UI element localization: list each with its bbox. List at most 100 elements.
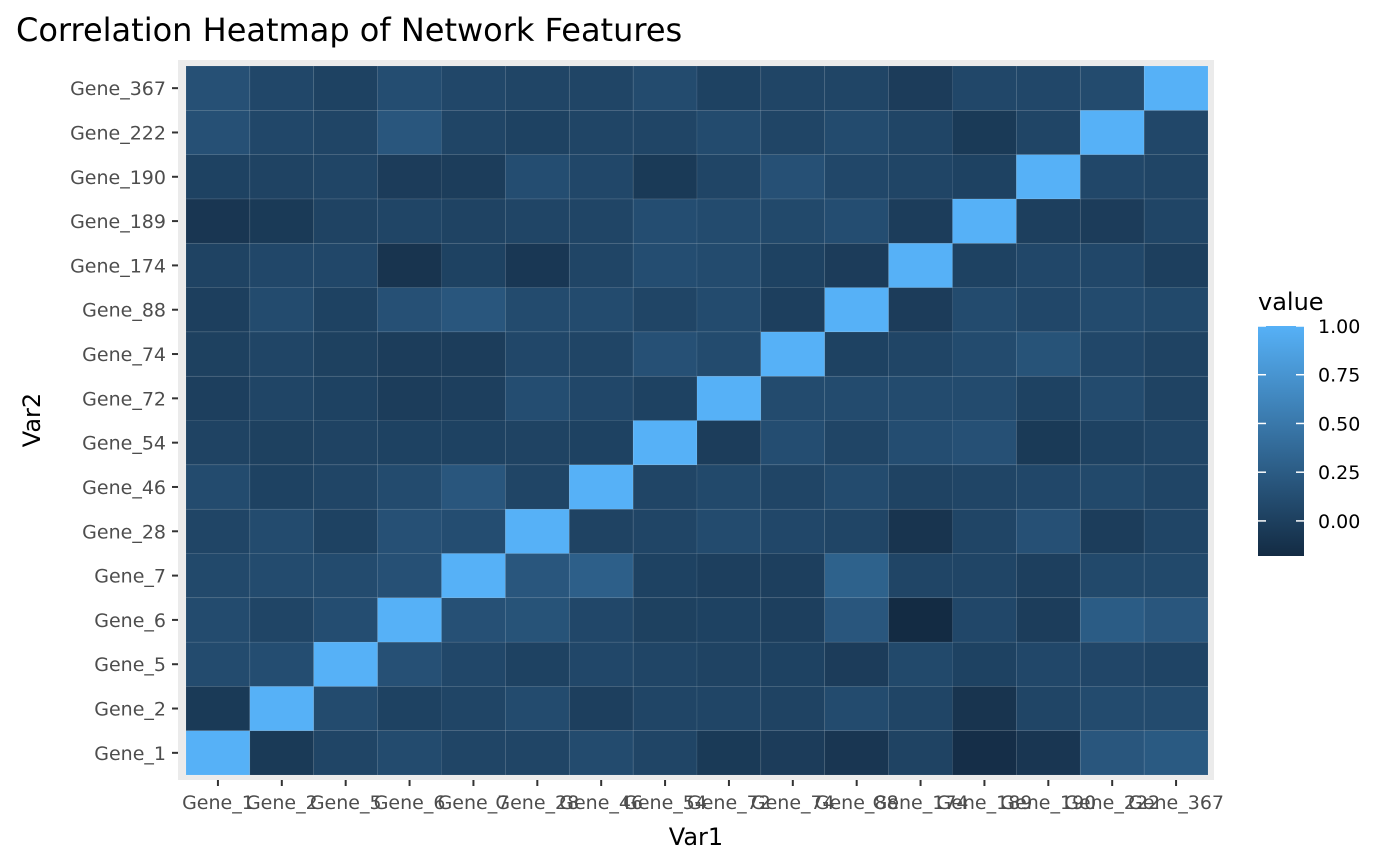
heatmap-cell xyxy=(1143,110,1209,155)
heatmap-cell xyxy=(249,508,315,554)
heatmap-cell xyxy=(824,242,889,288)
heatmap-cell xyxy=(185,597,251,643)
heatmap-cell xyxy=(1143,464,1209,510)
heatmap-cell xyxy=(568,154,634,200)
heatmap-cell xyxy=(505,331,570,377)
heatmap-cell xyxy=(568,730,634,776)
heatmap-cell xyxy=(313,375,378,421)
heatmap-cell xyxy=(888,420,953,466)
heatmap-cell xyxy=(1016,641,1081,687)
y-tick-label: Gene_88 xyxy=(82,300,166,322)
heatmap-cell xyxy=(568,375,634,421)
heatmap-cell xyxy=(313,154,378,200)
heatmap-cell xyxy=(568,508,634,554)
heatmap-cell xyxy=(824,198,889,244)
heatmap-cell xyxy=(505,553,570,599)
heatmap-cell xyxy=(888,508,953,554)
heatmap-cell xyxy=(760,420,826,466)
heatmap-cell xyxy=(1079,641,1145,687)
heatmap-cell xyxy=(313,730,378,776)
chart-title: Correlation Heatmap of Network Features xyxy=(16,11,682,49)
heatmap-cells xyxy=(185,65,1209,776)
x-tick-label: Gene_5 xyxy=(310,792,382,814)
heatmap-cell xyxy=(1079,65,1145,111)
y-tick-label: Gene_7 xyxy=(94,566,166,588)
heatmap-cell xyxy=(952,110,1017,155)
heatmap-cell xyxy=(696,641,762,687)
heatmap-cell xyxy=(1143,287,1209,333)
heatmap-cell xyxy=(632,641,698,687)
heatmap-cell xyxy=(185,553,251,599)
heatmap-cell xyxy=(696,242,762,288)
heatmap-cell xyxy=(377,65,442,111)
heatmap-cell xyxy=(1016,331,1081,377)
heatmap-cell xyxy=(1143,375,1209,421)
heatmap-cell xyxy=(249,65,315,111)
heatmap-cell xyxy=(441,508,506,554)
heatmap-cell xyxy=(313,331,378,377)
heatmap-cell xyxy=(249,242,315,288)
x-tick-label: Gene_189 xyxy=(936,792,1032,814)
heatmap-cell xyxy=(824,287,889,333)
heatmap-cell xyxy=(313,287,378,333)
heatmap-cell xyxy=(696,375,762,421)
y-tick-label: Gene_72 xyxy=(82,388,166,410)
heatmap-cell xyxy=(377,730,442,776)
x-tick-label: Gene_1 xyxy=(182,792,254,814)
heatmap-cell xyxy=(185,420,251,466)
heatmap-cell xyxy=(1143,331,1209,377)
heatmap-cell xyxy=(441,375,506,421)
heatmap-cell xyxy=(1016,375,1081,421)
heatmap-cell xyxy=(505,242,570,288)
heatmap-cell xyxy=(1079,110,1145,155)
heatmap-cell xyxy=(1016,420,1081,466)
x-tick-label: Gene_6 xyxy=(374,792,446,814)
heatmap-cell xyxy=(313,686,378,731)
heatmap-cell xyxy=(441,464,506,510)
heatmap-cell xyxy=(313,420,378,466)
heatmap-cell xyxy=(696,686,762,731)
heatmap-cell xyxy=(185,65,251,111)
heatmap-cell xyxy=(824,420,889,466)
heatmap-cell xyxy=(1079,375,1145,421)
heatmap-cell xyxy=(568,65,634,111)
heatmap-cell xyxy=(185,287,251,333)
x-tick-label: Gene_28 xyxy=(495,792,579,814)
x-tick-label: Gene_367 xyxy=(1128,792,1224,814)
y-tick-label: Gene_74 xyxy=(82,344,166,366)
heatmap-cell xyxy=(377,597,442,643)
heatmap-cell xyxy=(1143,420,1209,466)
heatmap-cell xyxy=(313,508,378,554)
heatmap-cell xyxy=(1143,508,1209,554)
heatmap-cell xyxy=(185,464,251,510)
heatmap-cell xyxy=(1143,730,1209,776)
heatmap-cell xyxy=(377,641,442,687)
heatmap-cell xyxy=(377,686,442,731)
heatmap-cell xyxy=(1079,242,1145,288)
heatmap-cell xyxy=(632,464,698,510)
heatmap-cell xyxy=(1143,65,1209,111)
heatmap-cell xyxy=(760,730,826,776)
y-tick-label: Gene_1 xyxy=(94,743,166,765)
heatmap-cell xyxy=(377,508,442,554)
heatmap-cell xyxy=(1016,154,1081,200)
heatmap-cell xyxy=(1079,597,1145,643)
heatmap-cell xyxy=(760,375,826,421)
heatmap-cell xyxy=(505,375,570,421)
heatmap-cell xyxy=(185,331,251,377)
heatmap-cell xyxy=(888,553,953,599)
heatmap-cell xyxy=(696,110,762,155)
x-tick-label: Gene_222 xyxy=(1064,792,1160,814)
legend-label: 0.75 xyxy=(1318,365,1360,387)
heatmap-cell xyxy=(824,375,889,421)
heatmap-cell xyxy=(249,154,315,200)
heatmap-cell xyxy=(313,464,378,510)
heatmap-cell xyxy=(441,597,506,643)
heatmap-cell xyxy=(1016,553,1081,599)
heatmap-cell xyxy=(505,464,570,510)
heatmap-cell xyxy=(696,508,762,554)
heatmap-cell xyxy=(632,553,698,599)
heatmap-cell xyxy=(505,420,570,466)
heatmap-cell xyxy=(1016,242,1081,288)
